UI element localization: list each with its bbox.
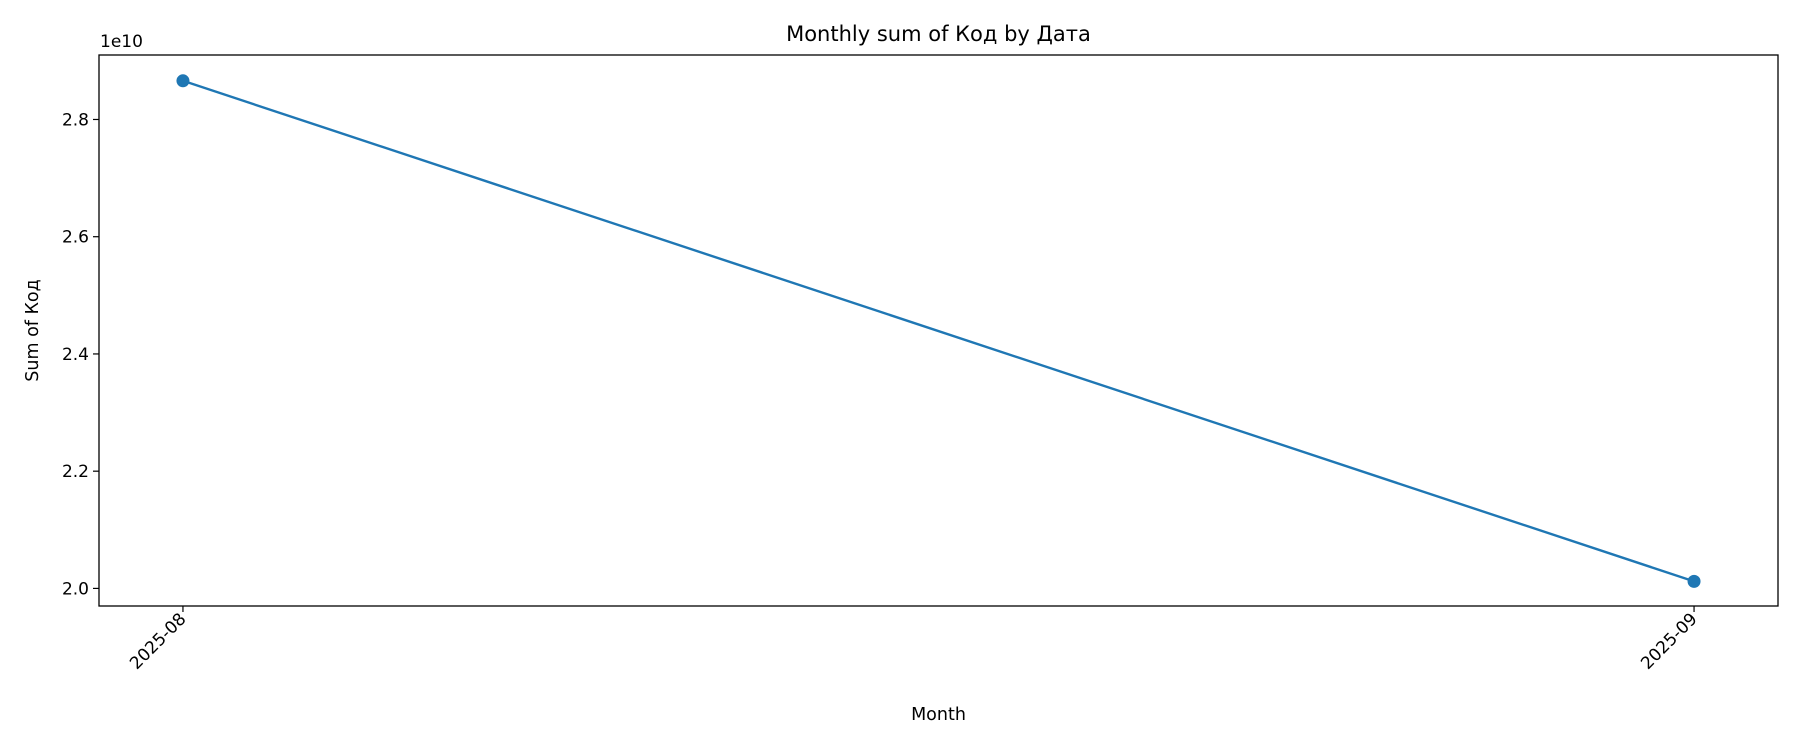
y-axis-label: Sum of Код <box>23 279 43 381</box>
y-tick-label: 2.6 <box>62 228 89 248</box>
y-tick-label: 2.0 <box>62 579 89 599</box>
plot-frame <box>98 54 1779 607</box>
y-axis-offset-label: 1e10 <box>100 32 143 52</box>
series-line <box>182 79 1695 583</box>
data-point <box>1687 574 1701 588</box>
data-point <box>176 74 190 88</box>
x-tick-label: 2025-09 <box>1637 609 1701 673</box>
y-tick-label: 2.8 <box>62 110 89 130</box>
y-tick-label: 2.4 <box>62 345 89 365</box>
x-tick-label: 2025-08 <box>126 609 190 673</box>
x-axis-label: Month <box>911 705 966 725</box>
chart-title: Monthly sum of Код by Дата <box>786 22 1091 46</box>
y-tick-label: 2.2 <box>62 462 89 482</box>
